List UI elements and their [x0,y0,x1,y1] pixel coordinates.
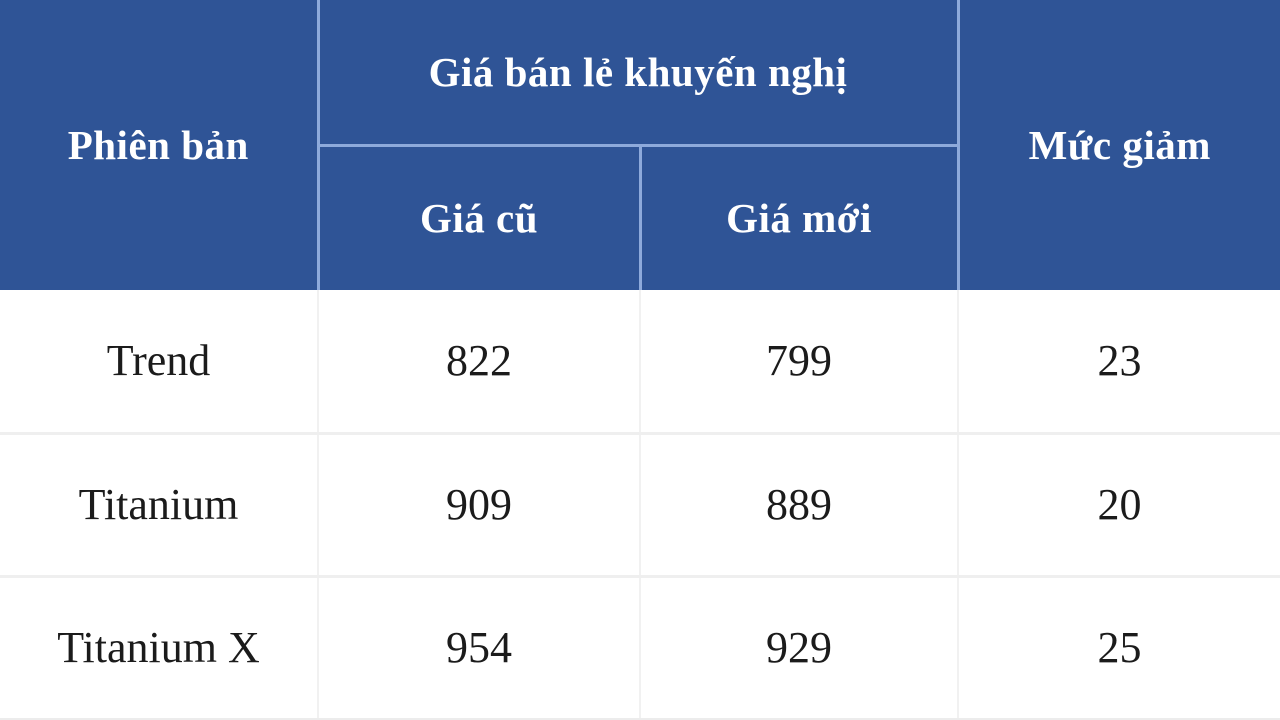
table-header: Phiên bản Giá bán lẻ khuyến nghị Mức giả… [0,0,1280,290]
cell-discount: 20 [957,431,1280,576]
table-row: Trend 822 799 23 [0,290,1280,433]
cell-old-price: 909 [317,431,640,576]
header-price-group: Giá bán lẻ khuyến nghị [318,0,960,147]
cell-new-price: 889 [638,431,959,576]
table-row: Titanium X 954 929 25 [0,574,1280,720]
cell-discount: 25 [957,574,1280,720]
table-row: Titanium 909 889 20 [0,431,1280,576]
header-old-price: Giá cũ [318,145,642,290]
header-version: Phiên bản [0,0,320,290]
cell-old-price: 954 [317,574,640,720]
header-discount: Mức giảm [958,0,1280,290]
cell-new-price: 799 [638,290,959,433]
cell-version: Trend [0,290,318,433]
cell-discount: 23 [957,290,1280,433]
cell-version: Titanium [0,431,318,576]
cell-old-price: 822 [317,290,640,433]
table-body: Trend 822 799 23 Titanium 909 889 20 Tit… [0,290,1280,720]
cell-version: Titanium X [0,574,318,720]
header-new-price: Giá mới [640,145,960,290]
cell-new-price: 929 [638,574,959,720]
